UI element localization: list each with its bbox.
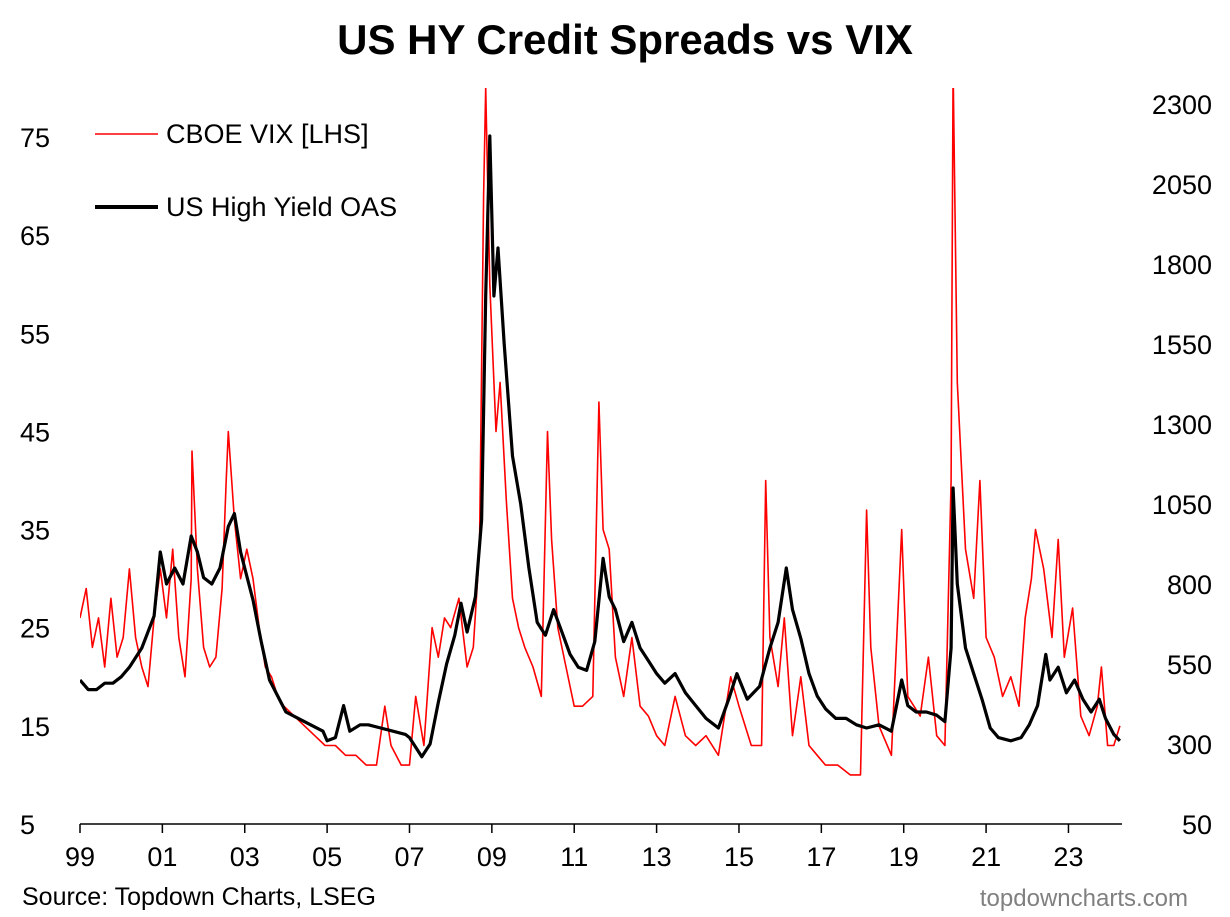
y-left-tick-label: 55 <box>20 319 50 349</box>
y-axis-left: 5 15 25 35 45 55 65 75 <box>20 123 50 840</box>
y-right-tick-label: 2050 <box>1152 170 1212 200</box>
y-left-tick-label: 75 <box>20 123 50 153</box>
x-tick-label: 99 <box>65 842 95 872</box>
y-right-tick-label: 550 <box>1167 650 1212 680</box>
x-tick-label: 07 <box>394 842 424 872</box>
legend: CBOE VIX [LHS] US High Yield OAS <box>95 119 397 222</box>
y-left-tick-label: 15 <box>20 712 50 742</box>
x-tick-label: 05 <box>312 842 342 872</box>
y-right-tick-label: 1300 <box>1152 410 1212 440</box>
x-tick-label: 15 <box>724 842 754 872</box>
x-axis: 99 01 03 05 07 09 11 13 15 17 19 21 23 <box>65 824 1083 872</box>
y-right-tick-label: 2300 <box>1152 90 1212 120</box>
legend-label-oas: US High Yield OAS <box>166 192 397 222</box>
y-left-tick-label: 25 <box>20 614 50 644</box>
x-tick-label: 03 <box>230 842 260 872</box>
y-left-tick-label: 5 <box>20 810 35 840</box>
y-right-tick-label: 300 <box>1167 730 1212 760</box>
chart-title: US HY Credit Spreads vs VIX <box>337 16 913 63</box>
x-tick-label: 09 <box>477 842 507 872</box>
plot-area <box>80 88 1122 776</box>
y-right-tick-label: 1800 <box>1152 250 1212 280</box>
x-tick-label: 01 <box>147 842 177 872</box>
y-right-tick-label: 50 <box>1182 810 1212 840</box>
watermark: topdowncharts.com <box>979 885 1188 912</box>
y-axis-right: 50 300 550 800 1050 1300 1550 1800 2050 2300 <box>1152 90 1212 840</box>
x-tick-label: 11 <box>560 842 588 872</box>
y-left-tick-label: 35 <box>20 516 50 546</box>
source-note: Source: Topdown Charts, LSEG <box>22 883 376 911</box>
x-tick-label: 23 <box>1053 842 1083 872</box>
series-line-vix <box>80 88 1121 776</box>
legend-label-vix: CBOE VIX [LHS] <box>166 119 369 149</box>
y-left-tick-label: 65 <box>20 221 50 251</box>
y-right-tick-label: 1550 <box>1152 330 1212 360</box>
series-line-hy-oas <box>80 134 1122 759</box>
y-right-tick-label: 800 <box>1167 570 1212 600</box>
y-left-tick-label: 45 <box>20 417 50 447</box>
x-tick-label: 17 <box>806 842 836 872</box>
x-tick-label: 19 <box>889 842 919 872</box>
x-tick-label: 13 <box>642 842 672 872</box>
x-tick-label: 21 <box>971 842 1001 872</box>
y-right-tick-label: 1050 <box>1152 490 1212 520</box>
